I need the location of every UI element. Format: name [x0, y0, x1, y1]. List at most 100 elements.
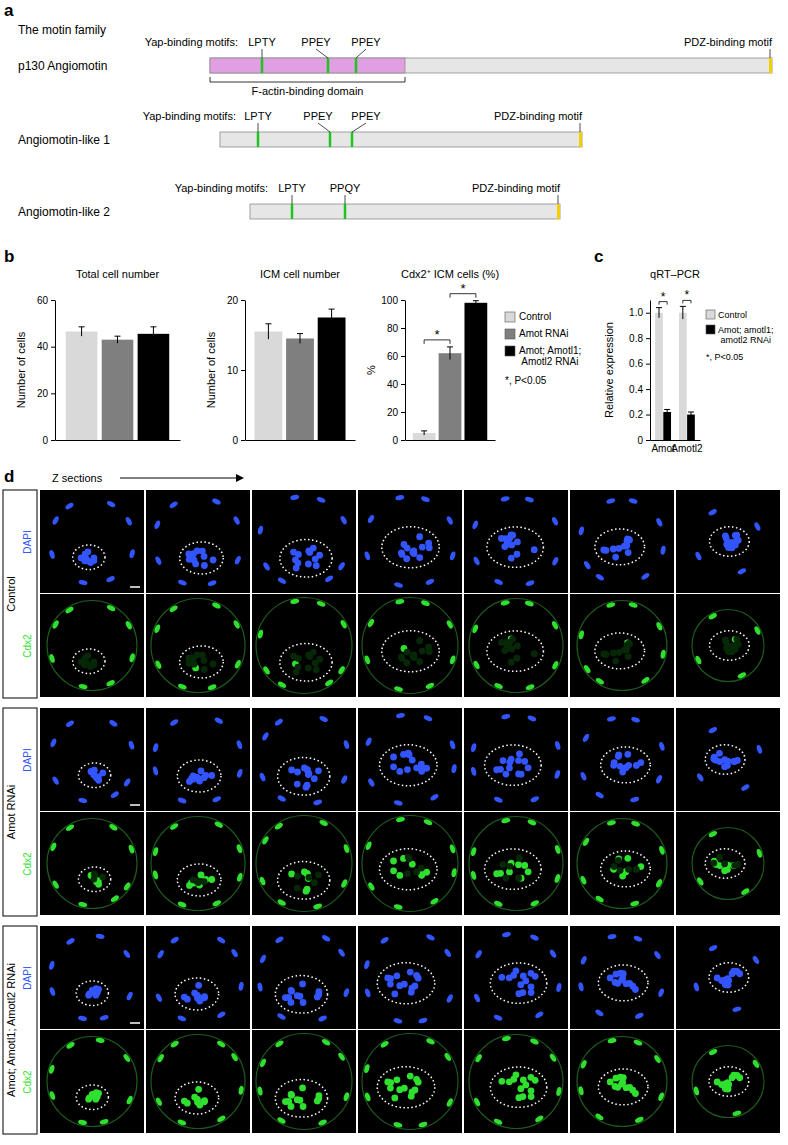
nucleus	[216, 1010, 226, 1019]
nucleus	[734, 757, 741, 764]
axis-line	[405, 301, 406, 441]
nucleus	[316, 600, 326, 608]
nucleus	[282, 994, 289, 1001]
bar	[66, 332, 98, 441]
tick-label: 0	[232, 435, 238, 446]
nucleus	[234, 555, 242, 565]
micrograph	[40, 708, 144, 811]
nucleus	[319, 715, 329, 723]
micrograph	[146, 926, 250, 1029]
nucleus	[216, 1114, 226, 1123]
embryo-outline	[469, 817, 563, 911]
pdz-site	[557, 204, 560, 219]
legend-swatch	[505, 329, 515, 339]
nucleus	[297, 1097, 304, 1104]
nucleus	[610, 546, 617, 553]
nucleus	[324, 678, 334, 687]
image-background	[570, 812, 674, 915]
motif-leader	[352, 123, 366, 132]
nucleus	[191, 557, 198, 564]
y-axis: 020406080100	[381, 295, 405, 446]
nucleus	[295, 551, 302, 558]
micrograph	[40, 812, 144, 915]
image-background	[464, 490, 568, 593]
micrograph	[676, 926, 780, 1029]
motif-label: LPTY	[244, 110, 272, 122]
nucleus	[154, 556, 162, 566]
image-background	[570, 490, 674, 593]
tick-label: 1.0	[629, 307, 643, 318]
nucleus	[527, 715, 537, 723]
tick-label: 40	[37, 341, 49, 352]
nucleus	[48, 1064, 55, 1074]
nucleus	[516, 751, 523, 758]
nucleus	[530, 899, 540, 907]
tick-label: 20	[37, 388, 49, 399]
nucleus	[506, 639, 513, 646]
micrograph	[358, 708, 462, 811]
tick-label: 0.8	[629, 333, 643, 344]
motif-leader	[345, 195, 346, 204]
embryo-outline	[151, 1035, 245, 1129]
error-bar	[79, 327, 85, 336]
nucleus	[634, 1012, 644, 1020]
nucleus	[655, 878, 663, 888]
nucleus	[524, 496, 534, 503]
nucleus	[530, 795, 540, 803]
panel-label: a	[4, 1, 14, 20]
nucleus	[658, 741, 665, 751]
nucleus	[420, 495, 430, 503]
nucleus	[529, 1037, 539, 1045]
tick: 100	[381, 295, 405, 306]
error-bar	[265, 324, 271, 339]
y-axis-title: Relative expression	[603, 322, 615, 418]
tick-mark	[401, 328, 405, 329]
micrograph	[252, 594, 356, 697]
nucleus	[404, 545, 411, 552]
nucleus	[201, 994, 208, 1001]
nucleus	[753, 625, 761, 635]
nucleus	[91, 871, 98, 878]
micrograph	[252, 490, 356, 593]
nucleus	[708, 612, 718, 620]
nucleus	[89, 1091, 96, 1098]
nucleus	[615, 753, 622, 760]
motif-label: PPEY	[301, 36, 331, 48]
tick-label: 0	[637, 435, 643, 446]
nucleus	[207, 683, 217, 690]
nucleus	[721, 756, 728, 763]
nucleus	[708, 830, 718, 838]
nucleus	[625, 762, 632, 769]
y-axis: 01020	[227, 295, 246, 446]
nucleus	[367, 777, 376, 787]
nucleus	[396, 816, 406, 823]
nucleus	[470, 847, 477, 857]
nucleus	[65, 1041, 75, 1050]
nucleus	[449, 740, 456, 750]
nucleus	[515, 757, 522, 764]
nucleus	[51, 515, 60, 525]
tick: 0	[42, 435, 55, 446]
nucleus	[208, 876, 215, 883]
nucleus	[733, 641, 740, 648]
nucleus	[311, 775, 318, 782]
protein-name: Angiomotin-like 1	[18, 133, 110, 147]
icm-outline	[705, 849, 745, 878]
nucleus	[306, 549, 313, 556]
motif-label: LPTY	[248, 36, 276, 48]
legend-note: *, P<0.05	[706, 352, 743, 362]
nucleus	[154, 660, 162, 670]
nucleus	[409, 985, 416, 992]
nucleus	[65, 823, 75, 832]
motif-site	[327, 58, 330, 73]
image-background	[40, 926, 144, 1029]
nucleus	[321, 934, 331, 943]
tick-mark	[51, 300, 55, 301]
pdz-label: PDZ-binding motif	[494, 110, 583, 122]
tick: 1.0	[629, 307, 650, 318]
nucleus	[129, 653, 136, 663]
nucleus	[579, 875, 587, 885]
image-background	[676, 708, 780, 811]
nucleus	[551, 516, 559, 526]
nucleus	[394, 972, 401, 979]
